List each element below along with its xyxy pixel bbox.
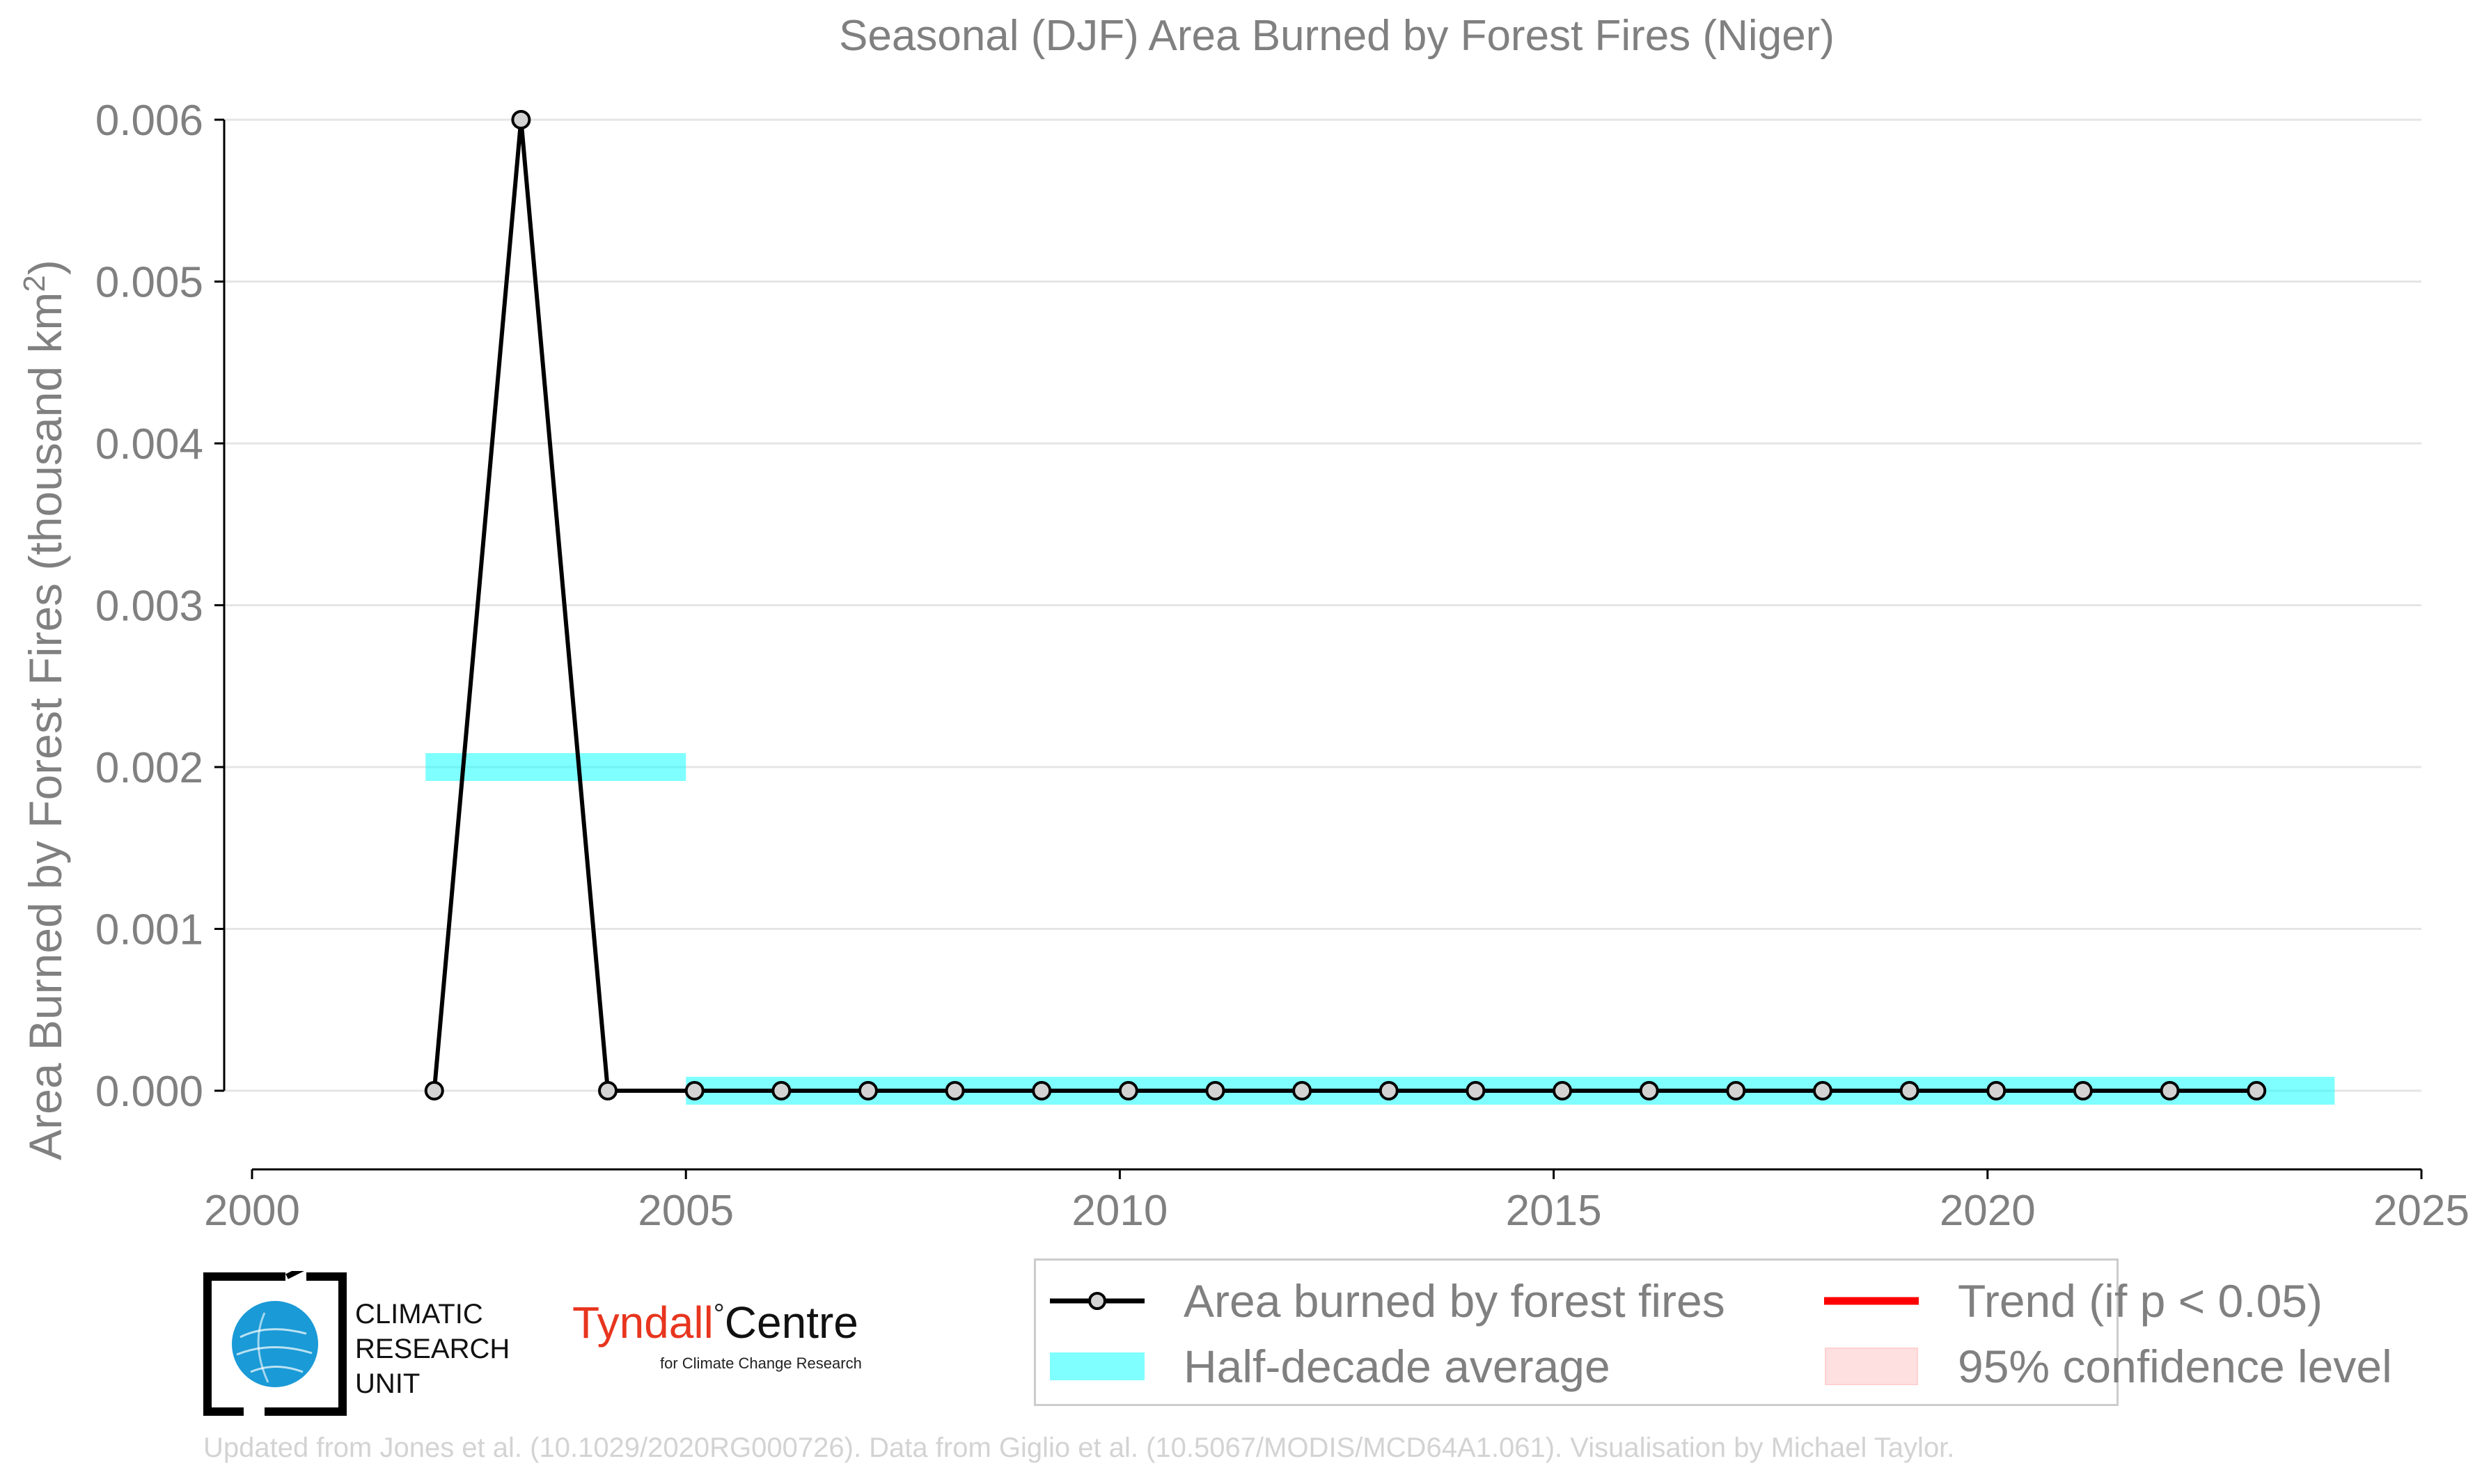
y-axis-label-sup: 2 [17, 275, 52, 292]
legend-item-half-decade: Half-decade average [1050, 1340, 1610, 1393]
x-tick-label-0: 2000 [204, 1187, 300, 1235]
y-axis-label-tail: ) [19, 260, 71, 275]
legend: Area burned by forest fires Trend (if p … [1034, 1258, 2392, 1406]
data-point-2019 [1899, 1081, 1919, 1100]
legend-line-marker-icon [1050, 1280, 1145, 1322]
data-point-2010 [1118, 1081, 1138, 1100]
data-point-2005 [684, 1081, 705, 1100]
data-point-2009 [1032, 1081, 1052, 1100]
cru-logo: CLIMATIC RESEARCH UNIT [202, 1264, 536, 1417]
y-tick-label-6: 0.006 [95, 97, 203, 145]
x-tick-label-5: 2025 [2373, 1187, 2469, 1235]
legend-trend-line-icon [1824, 1280, 1919, 1322]
data-point-2013 [1379, 1081, 1399, 1100]
data-point-2007 [858, 1081, 878, 1100]
series-line-0 [432, 118, 2257, 1093]
y-tick-label-1: 0.001 [95, 906, 203, 954]
x-tick-label-1: 2005 [638, 1187, 734, 1235]
chart-title: Seasonal (DJF) Area Burned by Forest Fir… [839, 12, 1835, 60]
data-point-2016 [1639, 1081, 1659, 1100]
x-tick-label-4: 2020 [1940, 1187, 2036, 1235]
legend-band-icon [1050, 1345, 1145, 1387]
data-point-2004 [598, 1081, 618, 1100]
cru-globe-icon [203, 1264, 347, 1417]
legend-label-half-decade: Half-decade average [1184, 1341, 1610, 1392]
half-decade-band-0 [425, 753, 686, 781]
x-tick-label-3: 2015 [1506, 1187, 1602, 1235]
data-point-2014 [1466, 1081, 1486, 1100]
data-point-2023 [2247, 1081, 2267, 1100]
tyndall-subtitle: for Climate Change Research [660, 1355, 862, 1372]
y-axis-label: Area Burned by Forest Fires (thousand km… [17, 260, 71, 1160]
y-tick-label-4: 0.004 [95, 420, 203, 468]
data-point-2012 [1292, 1081, 1312, 1100]
data-point-2011 [1205, 1081, 1225, 1100]
cru-line-1: CLIMATIC [355, 1299, 483, 1329]
data-point-2002 [424, 1081, 444, 1100]
y-tick-label-2: 0.002 [95, 744, 203, 792]
y-tick-label-5: 0.005 [95, 259, 203, 307]
legend-label-area: Area burned by forest fires [1184, 1275, 1725, 1327]
legend-item-area: Area burned by forest fires [1050, 1274, 1725, 1327]
axes [214, 118, 2423, 1179]
data-point-2018 [1812, 1081, 1832, 1100]
data-point-2003 [511, 110, 531, 129]
data-point-2015 [1553, 1081, 1573, 1100]
data-point-2022 [2160, 1081, 2180, 1100]
legend-confidence-patch-icon [1824, 1345, 1919, 1387]
tyndall-name: Tyndall [572, 1297, 714, 1348]
y-tick-label-3: 0.003 [95, 583, 203, 631]
legend-label-confidence: 95% confidence level [1958, 1341, 2392, 1392]
credit-text: Updated from Jones et al. (10.1029/2020R… [203, 1432, 1955, 1463]
tick-labels: 0.000 0.001 0.002 0.003 0.004 0.005 0.006 2000 2… [95, 97, 2469, 1235]
tyndall-logo: Tyndall°Centre for Climate Change Resear… [572, 1300, 865, 1377]
y-tick-label-0: 0.000 [95, 1068, 203, 1116]
tyndall-degree: ° [713, 1299, 725, 1329]
series-lines [432, 118, 2257, 1093]
y-axis-label-main: Area Burned by Forest Fires (thousand km [19, 292, 71, 1160]
data-point-2008 [945, 1081, 965, 1100]
cru-line-2: RESEARCH [355, 1334, 510, 1364]
x-tick-label-2: 2010 [1071, 1187, 1168, 1235]
cru-line-3: UNIT [355, 1368, 421, 1399]
data-point-2021 [2073, 1081, 2093, 1100]
series-markers [424, 110, 2267, 1100]
data-point-2006 [771, 1081, 792, 1100]
legend-item-confidence: 95% confidence level [1824, 1340, 2392, 1393]
grid-lines [224, 118, 2421, 1092]
legend-item-trend: Trend (if p < 0.05) [1824, 1274, 2323, 1327]
data-point-2020 [1986, 1081, 2006, 1100]
legend-label-trend: Trend (if p < 0.05) [1958, 1275, 2323, 1327]
data-point-2017 [1726, 1081, 1746, 1100]
tyndall-centre: Centre [724, 1297, 858, 1348]
